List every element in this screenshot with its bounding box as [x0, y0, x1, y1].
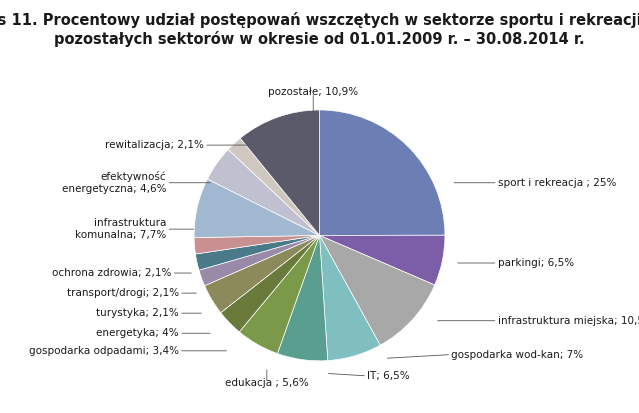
Text: efektywność
energetyczna; 4,6%: efektywność energetyczna; 4,6%: [62, 171, 167, 194]
Wedge shape: [320, 235, 435, 345]
Text: turystyka; 2,1%: turystyka; 2,1%: [96, 308, 179, 318]
Wedge shape: [228, 138, 320, 235]
Text: transport/drogi; 2,1%: transport/drogi; 2,1%: [67, 288, 179, 298]
Wedge shape: [194, 235, 320, 254]
Text: rewitalizacja; 2,1%: rewitalizacja; 2,1%: [105, 140, 204, 150]
Text: sport i rekreacja ; 25%: sport i rekreacja ; 25%: [498, 178, 616, 188]
Text: infrastruktura
komunalna; 7,7%: infrastruktura komunalna; 7,7%: [75, 218, 167, 240]
Text: infrastruktura miejska; 10,5%: infrastruktura miejska; 10,5%: [498, 316, 639, 326]
Text: pozostałe; 10,9%: pozostałe; 10,9%: [268, 88, 358, 97]
Wedge shape: [320, 235, 445, 285]
Wedge shape: [208, 150, 320, 235]
Text: ochrona zdrowia; 2,1%: ochrona zdrowia; 2,1%: [52, 268, 171, 278]
Wedge shape: [320, 110, 445, 235]
Text: IT; 6,5%: IT; 6,5%: [367, 371, 410, 381]
Wedge shape: [199, 235, 320, 286]
Wedge shape: [240, 110, 320, 235]
Text: parkingi; 6,5%: parkingi; 6,5%: [498, 258, 574, 268]
Wedge shape: [196, 235, 320, 270]
Text: edukacja ; 5,6%: edukacja ; 5,6%: [225, 378, 309, 388]
Wedge shape: [240, 235, 320, 354]
Wedge shape: [204, 235, 320, 313]
Text: energetyka; 4%: energetyka; 4%: [96, 328, 179, 338]
Text: gospodarka wod-kan; 7%: gospodarka wod-kan; 7%: [451, 349, 583, 360]
Text: gospodarka odpadami; 3,4%: gospodarka odpadami; 3,4%: [29, 346, 179, 356]
Wedge shape: [277, 235, 328, 361]
Text: Wykres 11. Procentowy udział postępowań wszczętych w sektorze sportu i rekreacji: Wykres 11. Procentowy udział postępowań …: [0, 12, 639, 47]
Wedge shape: [220, 235, 320, 332]
Wedge shape: [320, 235, 380, 361]
Wedge shape: [194, 179, 320, 237]
